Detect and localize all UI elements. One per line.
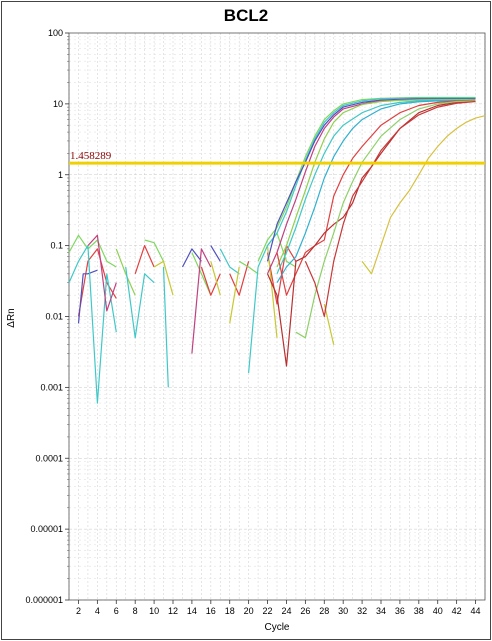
series-line xyxy=(257,96,476,262)
y-tick-label: 0.1 xyxy=(50,241,63,251)
series-line xyxy=(191,252,212,296)
y-tick-label: 1 xyxy=(58,170,63,180)
y-tick-label: 0.001 xyxy=(40,382,63,392)
x-axis-label: Cycle xyxy=(264,622,289,633)
x-tick-label: 20 xyxy=(244,606,254,616)
series-line xyxy=(68,245,117,404)
series-group xyxy=(68,96,486,404)
y-tick-label: 10 xyxy=(53,99,63,109)
x-tick-label: 6 xyxy=(114,606,119,616)
x-tick-label: 22 xyxy=(263,606,273,616)
x-tick-label: 8 xyxy=(133,606,138,616)
y-axis-label: ΔRn xyxy=(6,308,17,327)
series-line xyxy=(162,266,169,388)
x-tick-label: 34 xyxy=(376,606,386,616)
series-line xyxy=(125,266,155,339)
x-tick-label: 44 xyxy=(471,606,481,616)
series-line xyxy=(68,234,117,268)
series-line xyxy=(276,99,476,268)
x-tick-label: 30 xyxy=(338,606,348,616)
x-tick-label: 18 xyxy=(225,606,235,616)
series-line xyxy=(276,99,476,296)
series-line xyxy=(229,266,240,324)
x-tick-label: 40 xyxy=(433,606,443,616)
x-tick-label: 12 xyxy=(168,606,178,616)
series-line xyxy=(248,266,259,373)
series-line xyxy=(361,260,372,275)
y-tick-label: 0.00001 xyxy=(30,524,63,534)
series-line xyxy=(266,245,278,338)
x-tick-label: 28 xyxy=(319,606,329,616)
x-tick-label: 16 xyxy=(206,606,216,616)
x-tick-label: 38 xyxy=(414,606,424,616)
series-line xyxy=(219,248,240,275)
series-line xyxy=(77,269,98,324)
series-line xyxy=(134,245,155,274)
series-line xyxy=(191,248,212,354)
x-tick-label: 24 xyxy=(281,606,291,616)
series-line xyxy=(370,115,486,274)
x-tick-label: 10 xyxy=(149,606,159,616)
x-tick-label: 2 xyxy=(76,606,81,616)
axes: 0.000001 0.00001 0.0001 0.001 0.01 0.1 1 10 100 2… xyxy=(25,28,486,616)
series-line xyxy=(153,260,174,296)
series-line xyxy=(257,97,476,268)
x-tick-label: 36 xyxy=(395,606,405,616)
chart-title: BCL2 xyxy=(223,6,269,25)
threshold-label: 1.458289 xyxy=(70,150,112,162)
x-tick-label: 42 xyxy=(452,606,462,616)
x-tick-label: 4 xyxy=(95,606,100,616)
series-line xyxy=(115,248,136,296)
x-tick-label: 14 xyxy=(187,606,197,616)
grid xyxy=(68,33,486,601)
y-tick-label: 0.000001 xyxy=(25,595,63,605)
series-line xyxy=(181,248,202,268)
series-line xyxy=(238,260,259,275)
x-tick-label: 26 xyxy=(300,606,310,616)
series-line xyxy=(276,99,476,275)
series-line xyxy=(276,100,476,284)
series-line xyxy=(77,248,117,317)
series-line xyxy=(210,245,221,262)
y-tick-label: 0.01 xyxy=(45,312,63,322)
series-line xyxy=(87,234,117,312)
series-line xyxy=(295,100,476,339)
series-line xyxy=(304,100,476,318)
series-line xyxy=(229,261,250,296)
series-line xyxy=(200,266,221,296)
x-tick-label: 32 xyxy=(357,606,367,616)
y-tick-label: 0.0001 xyxy=(35,453,63,463)
series-line xyxy=(266,98,476,262)
y-tick-label: 100 xyxy=(48,28,63,38)
series-line xyxy=(210,261,221,296)
threshold-group: 1.458289 xyxy=(69,150,485,165)
series-line xyxy=(144,239,165,262)
